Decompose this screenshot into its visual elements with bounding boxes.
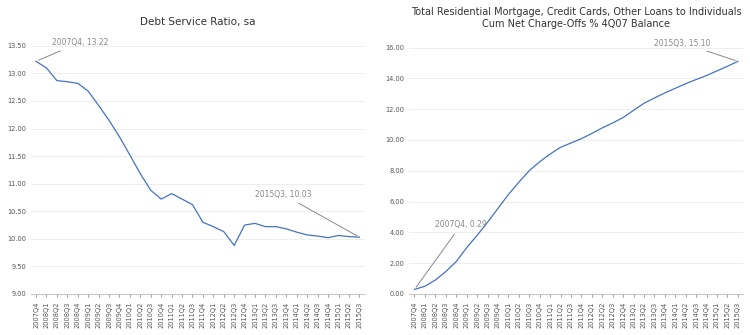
- Title: Total Residential Mortgage, Credit Cards, Other Loans to Individuals
Cum Net Cha: Total Residential Mortgage, Credit Cards…: [411, 7, 742, 28]
- Text: 2007Q4, 13.22: 2007Q4, 13.22: [38, 38, 108, 60]
- Title: Debt Service Ratio, sa: Debt Service Ratio, sa: [140, 17, 256, 27]
- Text: 2007Q4, 0.29: 2007Q4, 0.29: [416, 220, 487, 287]
- Text: 2015Q3, 10.03: 2015Q3, 10.03: [255, 190, 357, 236]
- Text: 2015Q3, 15.10: 2015Q3, 15.10: [655, 39, 735, 61]
